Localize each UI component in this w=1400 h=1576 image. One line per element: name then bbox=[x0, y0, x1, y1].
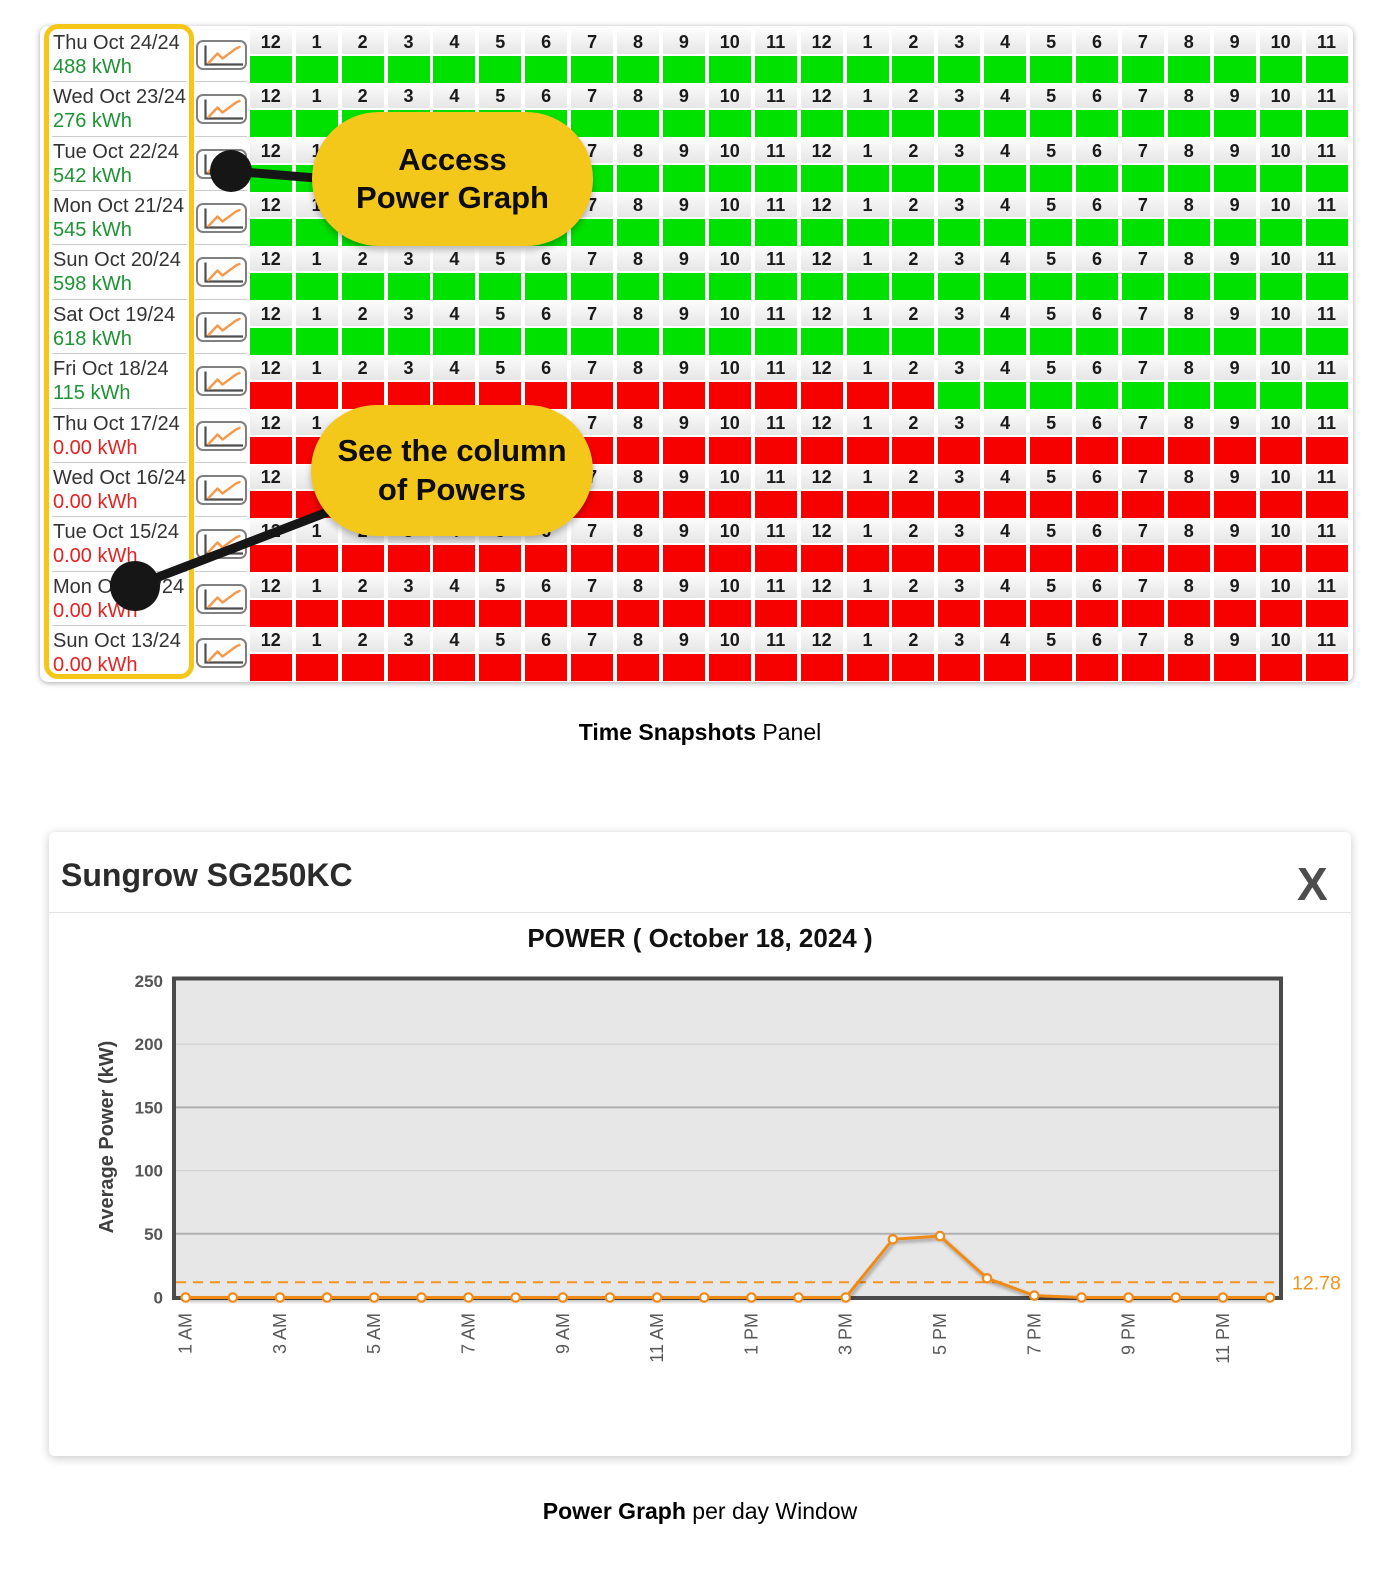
svg-text:9 PM: 9 PM bbox=[1119, 1313, 1139, 1355]
svg-text:Average Power (kW): Average Power (kW) bbox=[96, 1041, 118, 1234]
svg-text:7 PM: 7 PM bbox=[1024, 1313, 1044, 1355]
svg-text:3 AM: 3 AM bbox=[270, 1313, 290, 1354]
svg-text:250: 250 bbox=[135, 972, 163, 991]
svg-text:200: 200 bbox=[135, 1035, 163, 1054]
svg-text:3 PM: 3 PM bbox=[836, 1313, 856, 1355]
svg-text:150: 150 bbox=[135, 1098, 163, 1117]
svg-text:1 AM: 1 AM bbox=[176, 1313, 196, 1354]
svg-text:50: 50 bbox=[144, 1225, 163, 1244]
svg-text:5 AM: 5 AM bbox=[364, 1313, 384, 1354]
svg-text:11 AM: 11 AM bbox=[647, 1313, 667, 1363]
svg-text:1 PM: 1 PM bbox=[741, 1313, 761, 1355]
svg-text:5 PM: 5 PM bbox=[930, 1313, 950, 1355]
svg-text:9 AM: 9 AM bbox=[553, 1313, 573, 1354]
svg-text:11 PM: 11 PM bbox=[1213, 1313, 1233, 1364]
svg-text:7 AM: 7 AM bbox=[459, 1313, 479, 1354]
svg-text:100: 100 bbox=[135, 1162, 163, 1181]
svg-text:12.78: 12.78 bbox=[1292, 1273, 1341, 1295]
svg-text:0: 0 bbox=[154, 1289, 163, 1308]
